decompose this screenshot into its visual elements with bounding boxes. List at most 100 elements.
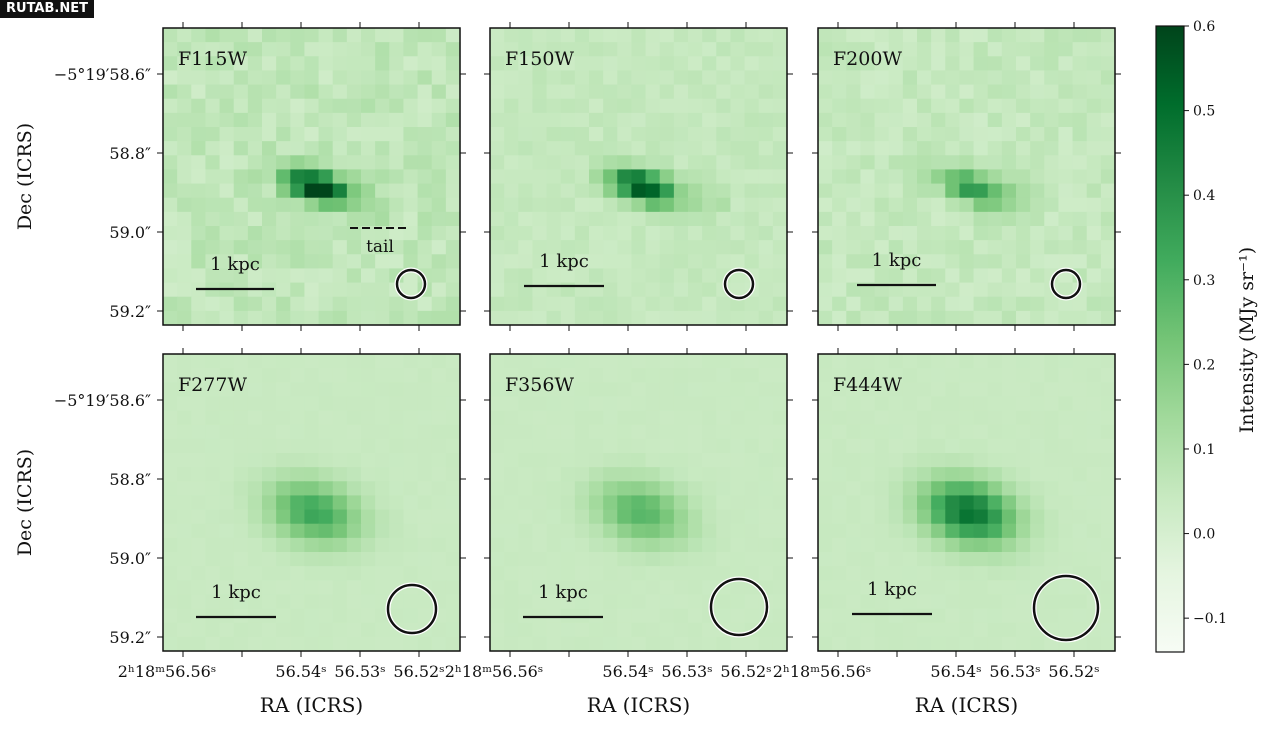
heatmap-cell xyxy=(702,28,717,43)
heatmap-cell xyxy=(431,552,447,567)
heatmap-cell xyxy=(163,495,178,511)
heatmap-cell xyxy=(744,410,760,426)
heatmap-cell xyxy=(163,42,178,57)
heatmap-cell xyxy=(673,467,689,482)
heatmap-cell xyxy=(758,240,774,255)
heatmap-cell xyxy=(276,438,291,454)
heatmap-cell xyxy=(987,155,1003,171)
heatmap-cell xyxy=(730,495,746,511)
heatmap-cell xyxy=(818,296,833,312)
heatmap-cell xyxy=(1072,537,1088,553)
heatmap-cell xyxy=(631,396,647,412)
heatmap-cell xyxy=(645,453,661,468)
heatmap-cell xyxy=(673,310,689,326)
heatmap-cell xyxy=(945,566,961,581)
heatmap-cell xyxy=(772,552,788,567)
heatmap-cell xyxy=(673,254,689,270)
heatmap-cell xyxy=(631,382,647,398)
heatmap-cell xyxy=(832,495,847,511)
heatmap-cell xyxy=(546,537,562,553)
heatmap-cell xyxy=(177,453,192,468)
heatmap-cell xyxy=(205,537,221,553)
heatmap-cell xyxy=(1016,594,1031,610)
heatmap-cell xyxy=(361,84,376,100)
heatmap-cell xyxy=(247,552,263,567)
heatmap-cell xyxy=(276,594,291,610)
heatmap-cell xyxy=(276,424,291,440)
heatmap-cell xyxy=(716,453,732,468)
heatmap-cell xyxy=(163,354,178,369)
heatmap-cell xyxy=(688,537,703,553)
heatmap-cell xyxy=(1072,481,1088,497)
heatmap-cell xyxy=(262,552,277,567)
heatmap-cell xyxy=(702,636,717,652)
heatmap-cell xyxy=(233,382,249,398)
heatmap-cell xyxy=(332,98,348,114)
heatmap-cell xyxy=(177,254,192,270)
heatmap-cell xyxy=(574,282,590,298)
heatmap-cell xyxy=(361,424,376,440)
heatmap-cell xyxy=(403,495,419,511)
heatmap-cell xyxy=(403,467,419,482)
heatmap-cell xyxy=(959,396,975,412)
heatmap-cell xyxy=(1100,396,1116,412)
heatmap-cell xyxy=(346,481,362,497)
heatmap-cell xyxy=(832,169,847,185)
heatmap-cell xyxy=(532,282,548,298)
heatmap-cell xyxy=(403,608,419,624)
heatmap-cell xyxy=(758,56,774,72)
heatmap-cell xyxy=(490,396,505,412)
heatmap-cell xyxy=(304,282,320,298)
heatmap-cell xyxy=(832,155,847,171)
heatmap-cell xyxy=(490,169,505,185)
heatmap-cell xyxy=(574,495,590,511)
heatmap-cell xyxy=(688,28,703,43)
heatmap-cell xyxy=(659,268,675,284)
heatmap-cell xyxy=(589,354,604,369)
heatmap-cell xyxy=(959,282,975,298)
heatmap-cell xyxy=(645,98,661,114)
heatmap-cell xyxy=(1030,42,1045,57)
heatmap-cell xyxy=(332,509,348,525)
heatmap-cell xyxy=(860,98,876,114)
heatmap-cell xyxy=(332,56,348,72)
heatmap-cell xyxy=(177,84,192,100)
heatmap-cell xyxy=(177,226,192,241)
heatmap-cell xyxy=(931,296,946,312)
heatmap-cell xyxy=(931,396,946,412)
heatmap-cell xyxy=(603,240,618,255)
heatmap-cell xyxy=(888,70,904,86)
heatmap-cell xyxy=(332,495,348,511)
heatmap-cell xyxy=(375,523,390,539)
heatmap-cell xyxy=(318,467,334,482)
heatmap-cell xyxy=(262,509,277,525)
heatmap-cell xyxy=(205,552,221,567)
heatmap-cell xyxy=(874,211,890,227)
y-tick-label: −5°19′58.6″ xyxy=(54,391,151,410)
heatmap-cell xyxy=(589,636,604,652)
heatmap-cell xyxy=(417,84,433,100)
heatmap-cell xyxy=(645,112,661,128)
heatmap-cell xyxy=(290,382,306,398)
heatmap-cell xyxy=(631,594,647,610)
heatmap-cell xyxy=(603,368,618,383)
heatmap-cell xyxy=(631,169,647,185)
heatmap-cell xyxy=(490,155,505,171)
heatmap-cell xyxy=(332,169,348,185)
heatmap-cell xyxy=(617,495,633,511)
heatmap-cell xyxy=(504,127,519,142)
heatmap-cell xyxy=(332,566,348,581)
heatmap-cell xyxy=(262,254,277,270)
heatmap-cell xyxy=(973,84,989,100)
heatmap-cell xyxy=(532,211,548,227)
heatmap-cell xyxy=(1016,282,1031,298)
heatmap-cell xyxy=(574,169,590,185)
heatmap-cell xyxy=(1030,453,1045,468)
heatmap-cell xyxy=(346,594,362,610)
heatmap-cell xyxy=(403,155,419,171)
heatmap-cell xyxy=(860,580,876,596)
heatmap-cell xyxy=(574,112,590,128)
heatmap-cell xyxy=(772,594,788,610)
heatmap-cell xyxy=(1001,70,1017,86)
heatmap-cell xyxy=(219,42,235,57)
